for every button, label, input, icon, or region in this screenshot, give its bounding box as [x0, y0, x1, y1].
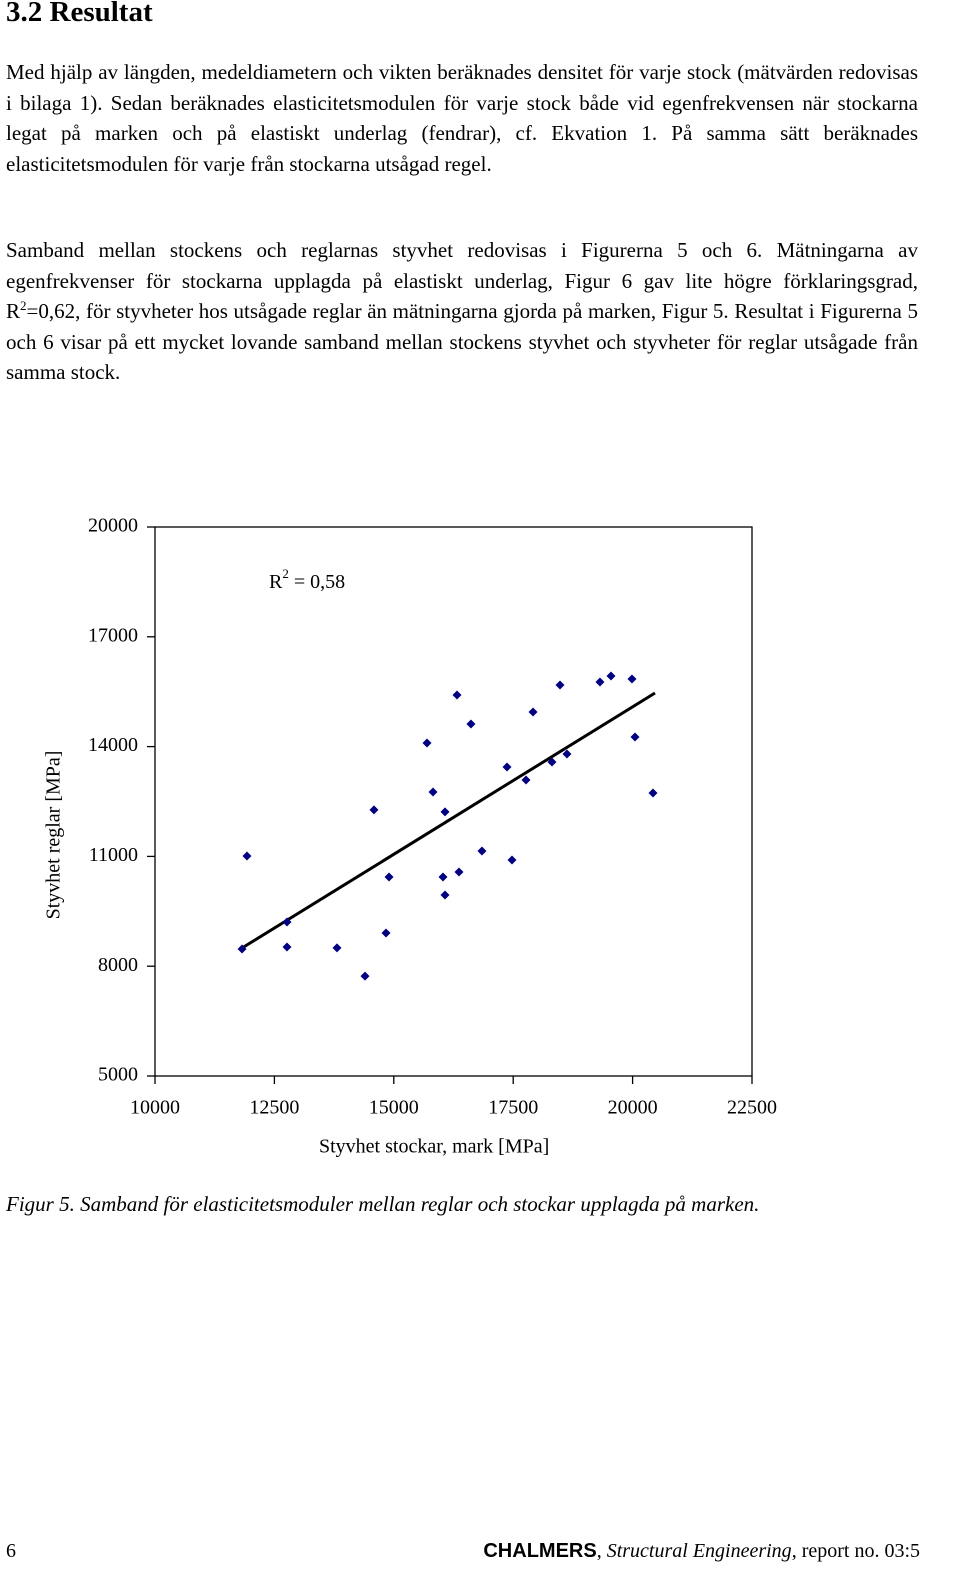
sep: ,: [596, 1540, 607, 1562]
point: [595, 677, 605, 687]
point: [454, 867, 464, 877]
point: [452, 690, 462, 700]
point: [521, 775, 531, 785]
point: [562, 749, 572, 759]
point: [466, 719, 476, 729]
x-axis-title: Styvhet stockar, mark [MPa]: [319, 1136, 549, 1158]
text: =0,62, för styvheter hos utsågade reglar…: [6, 299, 918, 385]
paragraph: Samband mellan stockens och reglarnas st…: [6, 235, 918, 388]
point: [369, 805, 379, 815]
y-tick-label: 5000: [98, 1064, 138, 1086]
superscript: 2: [20, 298, 27, 314]
point: [440, 807, 450, 817]
x-tick-label: 17500: [488, 1097, 538, 1119]
x-tick-label: 22500: [727, 1097, 777, 1119]
point: [422, 738, 432, 748]
point: [440, 890, 450, 900]
point: [630, 732, 640, 742]
paragraph: Med hjälp av längden, medeldiametern och…: [6, 57, 918, 179]
point: [438, 872, 448, 882]
text: Samband mellan stockens och reglarnas st…: [6, 238, 918, 324]
org: CHALMERS: [483, 1540, 597, 1562]
y-tick-label: 17000: [88, 624, 138, 646]
point: [627, 674, 637, 684]
y-tick-label: 8000: [98, 954, 138, 976]
plot-frame: [154, 526, 753, 1077]
point: [332, 943, 342, 953]
footer-citation: CHALMERS, Structural Engineering, report…: [483, 1540, 920, 1563]
point: [242, 851, 252, 861]
superscript: 2: [282, 566, 289, 581]
point: [381, 928, 391, 938]
caption: Figur 5. Samband för elasticitetsmoduler…: [6, 1192, 760, 1216]
point: [528, 707, 538, 717]
chart: Styvhet stockar, mark [MPa] Styvhet regl…: [43, 515, 777, 1158]
y-tick-label: 20000: [88, 515, 138, 537]
x-tick-label: 12500: [249, 1097, 299, 1119]
point: [237, 944, 247, 954]
y-axis-title: Styvhet reglar [MPa]: [43, 751, 65, 920]
text: Med hjälp av längden, medeldiametern och…: [6, 60, 918, 176]
x-tick-label: 20000: [608, 1097, 658, 1119]
point: [282, 917, 292, 927]
annotation: R2 = 0,58: [269, 566, 345, 593]
page-number: 6: [6, 1540, 16, 1562]
point: [282, 942, 292, 952]
report: , report no. 03:5: [791, 1540, 920, 1562]
point: [384, 872, 394, 882]
text: = 0,58: [289, 571, 345, 593]
text: R: [269, 571, 283, 593]
point: [507, 855, 517, 865]
x-tick-label: 10000: [130, 1097, 180, 1119]
heading: 3.2 Resultat: [6, 0, 153, 28]
point: [648, 788, 658, 798]
y-tick-label: 11000: [89, 844, 138, 866]
trendline: [241, 691, 656, 950]
point: [547, 757, 557, 767]
x-tick-label: 15000: [369, 1097, 419, 1119]
point: [477, 846, 487, 856]
point: [502, 762, 512, 772]
series: Structural Engineering: [606, 1540, 792, 1562]
point: [360, 971, 370, 981]
point: [428, 787, 438, 797]
point: [555, 680, 565, 690]
point: [606, 671, 616, 681]
y-tick-label: 14000: [88, 734, 138, 756]
